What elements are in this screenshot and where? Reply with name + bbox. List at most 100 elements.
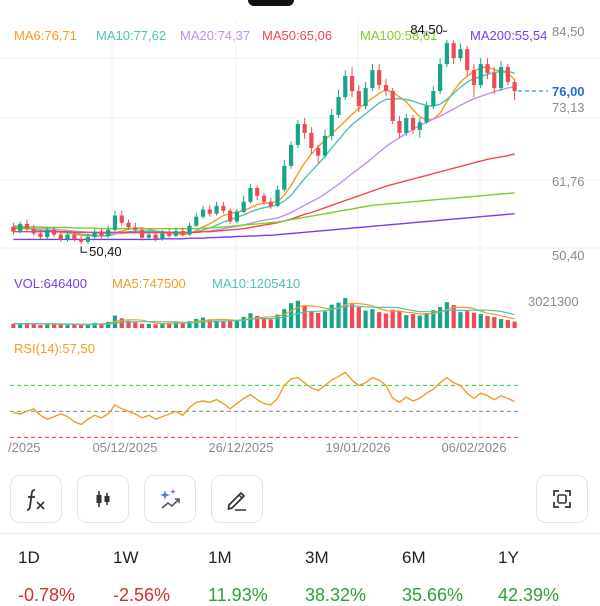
perf-item-1m[interactable]: 1M 11.93%	[208, 546, 268, 606]
candle[interactable]	[173, 227, 179, 238]
volume-bar	[31, 323, 36, 328]
candle[interactable]	[363, 82, 368, 109]
candle[interactable]	[153, 231, 158, 242]
candle[interactable]	[248, 183, 253, 204]
perf-change: 35.66%	[402, 585, 464, 605]
candle[interactable]	[478, 58, 483, 89]
candle[interactable]	[11, 222, 16, 235]
candle[interactable]	[126, 219, 131, 230]
candle[interactable]	[329, 108, 334, 141]
candle[interactable]	[282, 159, 287, 192]
candle[interactable]	[417, 117, 422, 138]
candle-body	[85, 237, 90, 242]
candle[interactable]	[261, 192, 267, 205]
candle[interactable]	[390, 88, 395, 124]
candle[interactable]	[58, 231, 63, 242]
perf-item-1d[interactable]: 1D -0.78%	[18, 546, 75, 606]
candle[interactable]	[336, 89, 341, 118]
candle-body	[377, 70, 382, 86]
candle[interactable]	[160, 229, 165, 241]
candle-body	[45, 229, 50, 238]
candle-body	[112, 215, 118, 230]
candle[interactable]	[370, 64, 375, 92]
draw-tool-button[interactable]	[211, 475, 263, 523]
ma-legend-0: MA6:76,71	[14, 28, 77, 43]
candle[interactable]	[24, 219, 30, 232]
perf-item-1y[interactable]: 1Y 42.39%	[498, 546, 559, 606]
perf-item-1w[interactable]: 1W -2.56%	[113, 546, 170, 606]
stock-chart[interactable]: MA6:76,71 MA10:77,62 MA20:74,37 MA50:65,06 M…	[0, 0, 600, 470]
candle[interactable]	[343, 70, 348, 101]
candle[interactable]	[146, 231, 151, 240]
candle[interactable]	[349, 67, 355, 98]
chart-type-button[interactable]	[77, 475, 129, 523]
candle[interactable]	[438, 58, 443, 95]
candle[interactable]	[51, 226, 57, 238]
candle[interactable]	[106, 225, 111, 238]
candle[interactable]	[79, 235, 84, 245]
candle[interactable]	[241, 195, 246, 214]
fullscreen-icon	[553, 490, 571, 508]
candle[interactable]	[207, 204, 212, 217]
candle[interactable]	[471, 64, 477, 98]
volume-bar	[268, 319, 273, 328]
candle[interactable]	[424, 101, 429, 124]
candle[interactable]	[31, 225, 36, 236]
candle[interactable]	[458, 43, 463, 62]
x-axis-label: /2025	[8, 440, 41, 455]
candle[interactable]	[268, 197, 273, 209]
candle[interactable]	[99, 228, 104, 239]
candle[interactable]	[505, 64, 510, 86]
candle[interactable]	[512, 79, 517, 101]
indicator-function-button[interactable]	[10, 475, 62, 523]
candle[interactable]	[187, 222, 192, 236]
candle[interactable]	[377, 64, 382, 90]
candle[interactable]	[234, 208, 240, 224]
candle[interactable]	[397, 116, 402, 138]
perf-item-6m[interactable]: 6M 35.66%	[402, 546, 463, 606]
candle[interactable]	[221, 201, 226, 214]
ma-line-ma100	[13, 192, 515, 230]
candle[interactable]	[309, 126, 314, 154]
candle[interactable]	[38, 229, 43, 240]
candle[interactable]	[295, 119, 300, 148]
candle[interactable]	[167, 228, 172, 238]
candle[interactable]	[119, 210, 124, 226]
candle[interactable]	[288, 141, 294, 169]
candle[interactable]	[492, 67, 497, 95]
candle[interactable]	[444, 40, 449, 68]
ma-line-ma50	[13, 153, 515, 234]
candle[interactable]	[92, 228, 97, 240]
candle[interactable]	[133, 222, 138, 233]
fullscreen-button[interactable]	[536, 475, 588, 523]
candle[interactable]	[200, 205, 206, 219]
candle[interactable]	[275, 185, 280, 208]
candle[interactable]	[404, 113, 409, 136]
perf-item-3m[interactable]: 3M 38.32%	[305, 546, 366, 606]
candle[interactable]	[410, 114, 416, 135]
candle[interactable]	[112, 210, 118, 232]
candle[interactable]	[85, 233, 90, 244]
candle[interactable]	[485, 58, 490, 80]
candle[interactable]	[356, 85, 361, 112]
candle-body	[248, 187, 253, 202]
candle[interactable]	[72, 232, 77, 242]
candle[interactable]	[214, 201, 219, 216]
candle[interactable]	[255, 185, 260, 200]
candle[interactable]	[465, 46, 470, 77]
candle[interactable]	[45, 227, 50, 239]
ai-analysis-button[interactable]	[144, 475, 196, 523]
candle[interactable]	[451, 40, 456, 65]
candle[interactable]	[431, 86, 436, 109]
candle[interactable]	[302, 117, 307, 139]
candle[interactable]	[194, 213, 199, 227]
candle[interactable]	[18, 221, 23, 234]
candle[interactable]	[316, 144, 321, 163]
candle[interactable]	[228, 208, 233, 224]
candle[interactable]	[180, 227, 185, 237]
candle[interactable]	[65, 231, 70, 242]
candle[interactable]	[322, 129, 328, 159]
candle[interactable]	[383, 79, 389, 96]
candle[interactable]	[139, 227, 145, 241]
candle[interactable]	[498, 61, 504, 92]
